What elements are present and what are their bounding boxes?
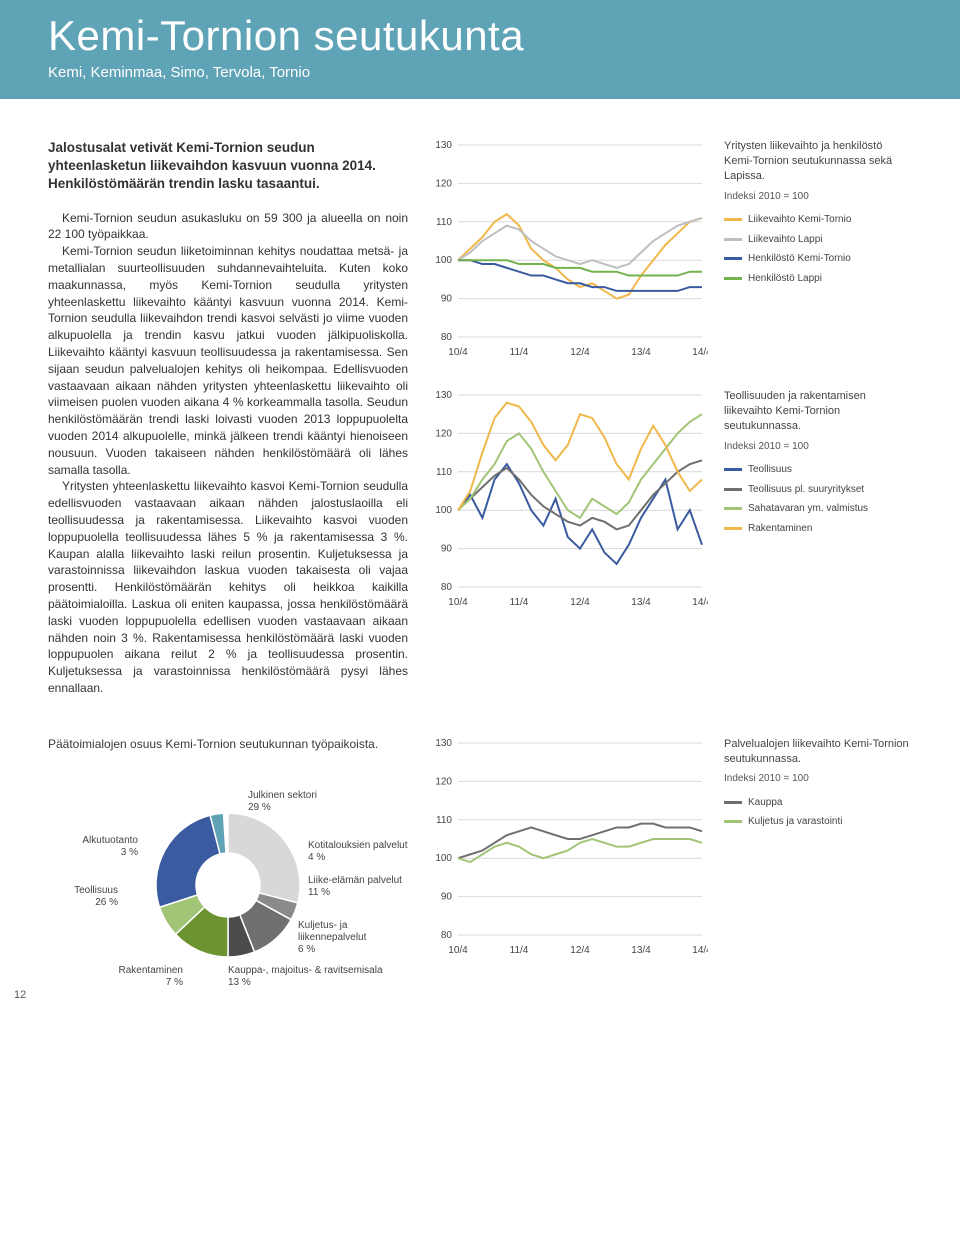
page-number: 12 [14, 989, 26, 1001]
svg-text:90: 90 [441, 891, 453, 902]
pie-label: Alkutuotanto3 % [68, 835, 138, 859]
svg-text:90: 90 [441, 544, 453, 555]
svg-text:120: 120 [435, 428, 452, 439]
svg-text:11/4: 11/4 [510, 597, 529, 608]
legend-item: Rakentaminen [724, 522, 912, 536]
svg-text:12/4: 12/4 [570, 945, 590, 956]
svg-text:130: 130 [435, 140, 452, 151]
page-header: Kemi-Tornion seutukunta Kemi, Keminmaa, … [0, 0, 960, 99]
chart-3-block: 80 90 100 110 120 130 10/4 11/4 12/4 13/4 14/4 Pal… [428, 737, 912, 957]
pie-panel: Päätoimialojen osuus Kemi-Tornion seutuk… [48, 737, 408, 995]
body-p1: Kemi-Tornion seudun asukasluku on 59 300… [48, 210, 408, 244]
body-p3: Yritysten yhteenlaskettu liikevaihto kas… [48, 478, 408, 696]
svg-text:100: 100 [435, 255, 452, 266]
legend-item: Kauppa [724, 796, 912, 810]
pie-label: Rakentaminen7 % [113, 965, 183, 989]
svg-text:14/4: 14/4 [692, 347, 708, 358]
svg-text:110: 110 [436, 217, 452, 228]
svg-text:10/4: 10/4 [448, 945, 468, 956]
page-subtitle: Kemi, Keminmaa, Simo, Tervola, Tornio [48, 64, 912, 81]
chart-2-legend: Teollisuuden ja rakentamisen liikevaihto… [724, 389, 912, 609]
svg-text:80: 80 [441, 332, 453, 343]
svg-text:11/4: 11/4 [510, 945, 529, 956]
body-text-column: Jalostusalat vetivät Kemi-Tornion seudun… [48, 139, 408, 697]
svg-text:12/4: 12/4 [570, 597, 590, 608]
svg-text:80: 80 [441, 930, 453, 941]
chart-2-block: 80 90 100 110 120 130 10/4 11/4 12/4 13/4 14/4 Teo… [428, 389, 912, 609]
svg-text:14/4: 14/4 [692, 945, 708, 956]
svg-text:10/4: 10/4 [448, 347, 468, 358]
chart-1: 80 90 100 110 120 130 10/4 11/4 12/4 13/4 14/4 [428, 139, 708, 359]
pie-label: Kauppa-, majoitus- & ravitsemisala13 % [228, 965, 383, 989]
legend-item: Teollisuus [724, 463, 912, 477]
svg-text:13/4: 13/4 [631, 347, 651, 358]
svg-text:13/4: 13/4 [631, 945, 651, 956]
svg-text:11/4: 11/4 [510, 347, 529, 358]
svg-text:110: 110 [436, 815, 452, 826]
svg-text:13/4: 13/4 [631, 597, 651, 608]
svg-text:130: 130 [435, 390, 452, 401]
legend-item: Liikevaihto Kemi-Tornio [724, 213, 912, 227]
svg-text:130: 130 [435, 738, 452, 749]
svg-text:12/4: 12/4 [570, 347, 590, 358]
chart-2: 80 90 100 110 120 130 10/4 11/4 12/4 13/4 14/4 [428, 389, 708, 609]
svg-text:120: 120 [435, 776, 452, 787]
svg-text:14/4: 14/4 [692, 597, 708, 608]
chart-3: 80 90 100 110 120 130 10/4 11/4 12/4 13/4 14/4 [428, 737, 708, 957]
chart-3-legend: Palvelualojen liikevaihto Kemi-Tornion s… [724, 737, 912, 957]
page-title: Kemi-Tornion seutukunta [48, 12, 912, 60]
svg-text:80: 80 [441, 582, 453, 593]
svg-text:100: 100 [435, 505, 452, 516]
svg-text:100: 100 [435, 853, 452, 864]
svg-text:120: 120 [435, 178, 452, 189]
legend-item: Henkilöstö Kemi-Tornio [724, 252, 912, 266]
pie-label: Julkinen sektori29 % [248, 790, 317, 814]
chart-1-legend: Yritysten liikevaihto ja henkilöstö Kemi… [724, 139, 912, 359]
legend-item: Henkilöstö Lappi [724, 272, 912, 286]
pie-label: Liike-elämän palvelut11 % [308, 875, 402, 899]
svg-text:10/4: 10/4 [448, 597, 468, 608]
lead-paragraph: Jalostusalat vetivät Kemi-Tornion seudun… [48, 139, 408, 194]
legend-item: Liikevaihto Lappi [724, 233, 912, 247]
chart-1-block: 80 90 100 110 120 130 10/4 11/4 12/4 13/4 14/4 Yri… [428, 139, 912, 359]
svg-text:90: 90 [441, 294, 453, 305]
svg-text:110: 110 [436, 467, 452, 478]
body-p2: Kemi-Tornion seudun liiketoiminnan kehit… [48, 243, 408, 478]
pie-label: Kuljetus- ja liikennepalvelut6 % [298, 920, 408, 956]
legend-item: Kuljetus ja varastointi [724, 815, 912, 829]
pie-label: Teollisuus26 % [48, 885, 118, 909]
legend-item: Sahatavaran ym. valmistus [724, 502, 912, 516]
legend-item: Teollisuus pl. suuryritykset [724, 483, 912, 497]
pie-label: Kotitalouksien palvelut4 % [308, 840, 408, 864]
